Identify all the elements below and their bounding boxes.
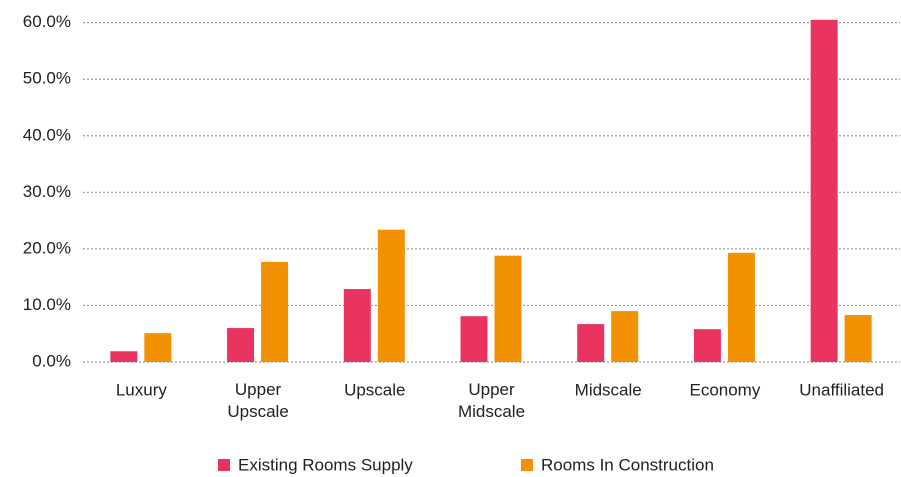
- bar: [261, 261, 289, 362]
- y-tick-label: 60.0%: [23, 12, 71, 31]
- bar: [377, 229, 405, 362]
- y-tick-label: 0.0%: [32, 351, 71, 370]
- bar: [110, 351, 138, 362]
- y-tick-label: 10.0%: [23, 295, 71, 314]
- bar: [693, 329, 721, 362]
- bar: [611, 311, 639, 362]
- bar: [144, 333, 172, 362]
- x-tick-label: Upper Upscale: [227, 380, 288, 421]
- y-tick-label: 30.0%: [23, 182, 71, 201]
- bar: [727, 252, 755, 362]
- legend-swatch: [521, 459, 533, 471]
- bar: [844, 315, 872, 362]
- x-tick-label: Unaffiliated: [799, 380, 884, 399]
- legend-label: Rooms In Construction: [541, 455, 714, 474]
- x-tick-label: Upper Midscale: [458, 380, 525, 421]
- legend-label: Existing Rooms Supply: [238, 455, 413, 474]
- y-tick-label: 50.0%: [23, 69, 71, 88]
- legend-swatch: [218, 459, 230, 471]
- bar: [343, 289, 371, 362]
- bar: [577, 324, 605, 362]
- y-tick-label: 20.0%: [23, 238, 71, 257]
- x-tick-label: Luxury: [116, 380, 168, 399]
- bar: [494, 255, 522, 362]
- bar: [810, 19, 838, 362]
- x-tick-label: Economy: [689, 380, 760, 399]
- y-tick-label: 40.0%: [23, 125, 71, 144]
- bar: [227, 328, 255, 362]
- x-tick-label: Upscale: [344, 380, 405, 399]
- bar: [460, 316, 488, 362]
- x-tick-label: Midscale: [575, 380, 642, 399]
